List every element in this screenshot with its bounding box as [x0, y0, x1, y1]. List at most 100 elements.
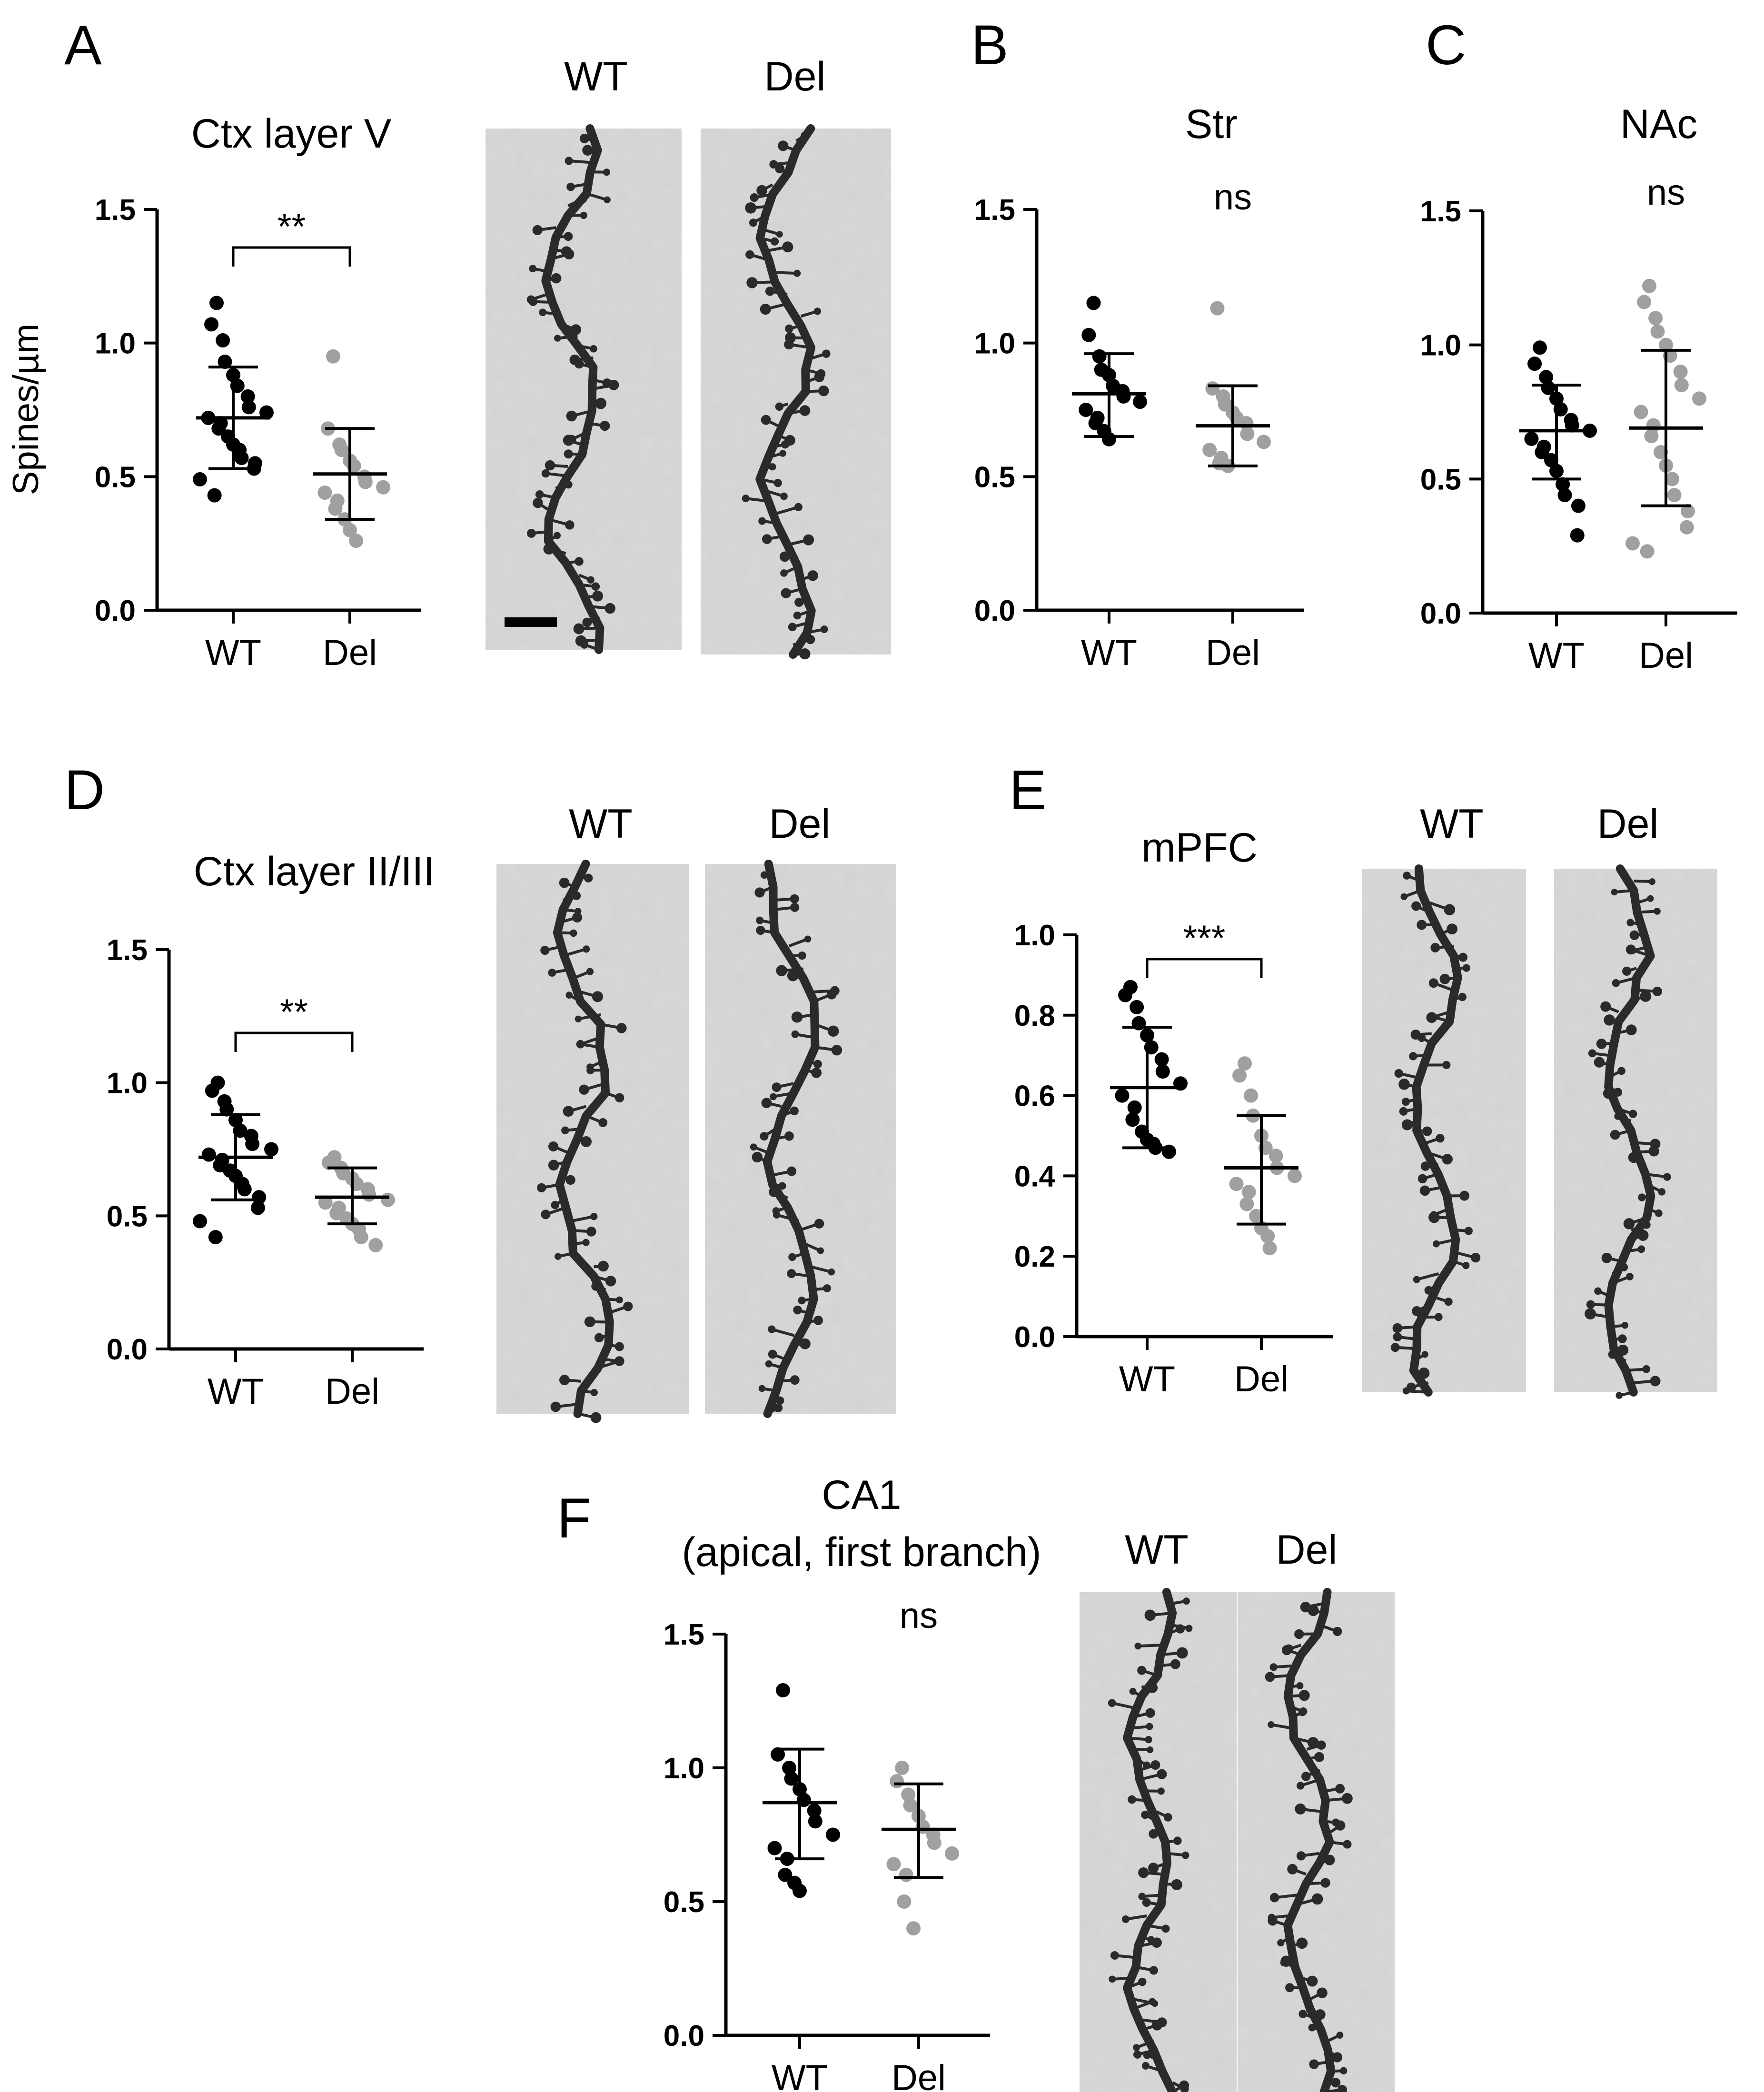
dendrite-spine-head [787, 1269, 796, 1279]
dendrite-spine-head [1428, 978, 1438, 988]
dendrite-spine-head [813, 1060, 822, 1069]
dendrite-spine-head [582, 617, 592, 627]
micrograph-f-wt [1080, 1588, 1237, 2092]
dendrite-spine-head [565, 520, 575, 530]
data-point [1570, 528, 1585, 543]
dendrite-spine-head [1331, 2078, 1341, 2088]
dendrite-spine-head [614, 1342, 624, 1351]
image-a-wt-label: WT [564, 54, 628, 99]
dendrite-spine-head [1134, 1642, 1141, 1650]
data-point [1680, 504, 1695, 518]
dendrite-spine-head [1420, 1161, 1430, 1171]
data-point [1118, 988, 1133, 1002]
dendrite-spine-head [1403, 872, 1411, 880]
significance-label: ** [280, 992, 308, 1032]
data-point [368, 1238, 383, 1252]
data-point [358, 475, 373, 489]
dendrite-spine-head [1444, 1298, 1453, 1306]
dendrite-spine-head [1615, 1392, 1623, 1399]
dendrite-spine-head [553, 532, 561, 539]
dendrite-spine-head [788, 1253, 796, 1261]
dendrite-spine-head [791, 1011, 803, 1023]
data-point [1692, 391, 1706, 406]
panel-a-title: Ctx layer V [191, 111, 392, 157]
dendrite-spine-head [551, 1200, 559, 1210]
dendrite-spine-head [1621, 1322, 1629, 1329]
dendrite-spine-head [548, 968, 556, 977]
dendrite-spine-head [1650, 1376, 1661, 1387]
dendrite-spine-head [790, 1375, 800, 1385]
data-point [245, 1137, 260, 1151]
dendrite-spine-head [771, 237, 779, 246]
dendrite-spine-head [1614, 1112, 1622, 1120]
y-tick-label: 1.5 [107, 934, 148, 967]
y-tick-label: 0.0 [974, 595, 1015, 627]
dendrite-spine-head [605, 1276, 616, 1287]
dendrite-spine-head [1108, 1699, 1116, 1707]
dendrite-spine-head [565, 480, 573, 489]
chart-d: 0.0 0.5 1.0 1.5 WT Del ** [107, 934, 424, 1412]
data-point [1674, 378, 1689, 393]
dendrite-spine-head [1663, 1173, 1671, 1181]
dendrite-spine-head [559, 1375, 570, 1386]
series-del [1196, 301, 1271, 473]
dendrite-spine-head [1628, 1110, 1637, 1118]
data-point [207, 488, 222, 503]
dendrite-spine-head [1336, 2032, 1344, 2039]
dendrite-spine-head [1142, 1898, 1151, 1907]
micrograph-texture [486, 129, 682, 650]
dendrite-spine-head [565, 991, 573, 999]
y-tick-label: 0.5 [95, 461, 136, 494]
panel-b-title: Str [1185, 101, 1238, 147]
data-point [1154, 1052, 1169, 1067]
dendrite-spine-head [799, 648, 811, 660]
dendrite-spine-head [750, 193, 759, 202]
dendrite-spine-head [776, 231, 783, 238]
data-point [1260, 1229, 1275, 1243]
dendrite-spine-head [1594, 1057, 1605, 1068]
dendrite-spine-head [1335, 1784, 1345, 1794]
data-point [826, 1827, 840, 1842]
data-point [906, 1921, 921, 1936]
dendrite-spine-head [1309, 2059, 1319, 2069]
dendrite-spine-head [1637, 1245, 1645, 1253]
dendrite-spine-head [1161, 1924, 1170, 1933]
dendrite-spine-head [1618, 1334, 1627, 1343]
dendrite-spine-head [1148, 1863, 1159, 1874]
dendrite-spine-head [765, 1360, 773, 1368]
dendrite-spine-head [541, 1210, 551, 1220]
dendrite-spine-head [793, 611, 802, 620]
dendrite-spine-head [1143, 2051, 1151, 2059]
data-point [343, 523, 357, 537]
dendrite-spine-head [548, 1160, 559, 1171]
dendrite-spine-head [770, 1093, 777, 1101]
data-point [1650, 324, 1665, 339]
dendrite-spine-head [793, 269, 801, 277]
dendrite-spine-head [587, 576, 595, 584]
data-point [193, 472, 207, 486]
dendrite-spine-head [779, 450, 786, 457]
dendrite-spine-head [807, 570, 818, 581]
dendrite-spine-head [1608, 1350, 1617, 1359]
dendrite-spine-head [787, 1166, 797, 1176]
dendrite-spine-head [823, 1284, 831, 1292]
dendrite-spine-head [1110, 1951, 1119, 1960]
significance-bracket [232, 246, 351, 267]
data-point [1527, 357, 1542, 371]
dendrite-spine-head [1150, 1760, 1160, 1770]
dendrite-spine-head [614, 1093, 624, 1103]
dendrite-spine-head [1181, 1851, 1189, 1859]
dendrite-spine-head [1626, 919, 1635, 927]
data-point [1637, 295, 1652, 309]
dendrite-spine-head [579, 1084, 589, 1095]
micrograph-a-wt [486, 124, 682, 654]
dendrite-spine-head [1442, 1154, 1453, 1165]
dendrite-spine-head [1596, 1039, 1607, 1049]
dendrite-spine-head [762, 534, 772, 544]
data-point [1673, 365, 1688, 379]
dendrite-spine-head [575, 1015, 582, 1022]
significance-label: ns [1214, 177, 1252, 218]
series-del [315, 1150, 395, 1252]
dendrite-spine-head [603, 169, 611, 176]
dendrite-spine-head [1308, 2023, 1316, 2032]
